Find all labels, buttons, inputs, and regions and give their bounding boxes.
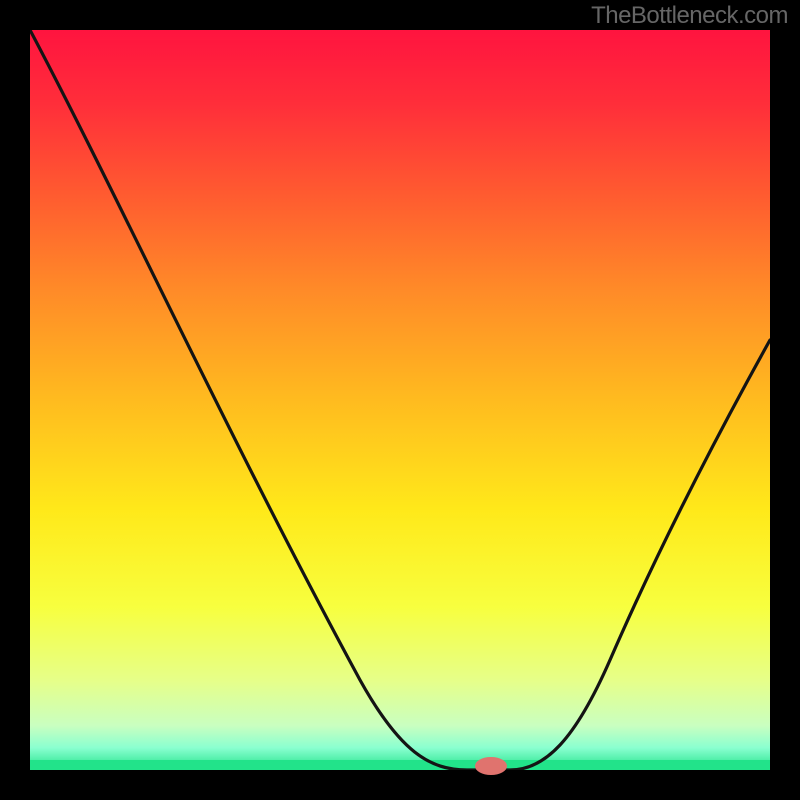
watermark-text: TheBottleneck.com bbox=[591, 2, 788, 30]
bottleneck-chart bbox=[0, 0, 800, 800]
gradient-background bbox=[30, 30, 770, 770]
chart-container: TheBottleneck.com bbox=[0, 0, 800, 800]
baseline-band bbox=[30, 760, 770, 770]
optimal-point-marker bbox=[475, 757, 507, 775]
